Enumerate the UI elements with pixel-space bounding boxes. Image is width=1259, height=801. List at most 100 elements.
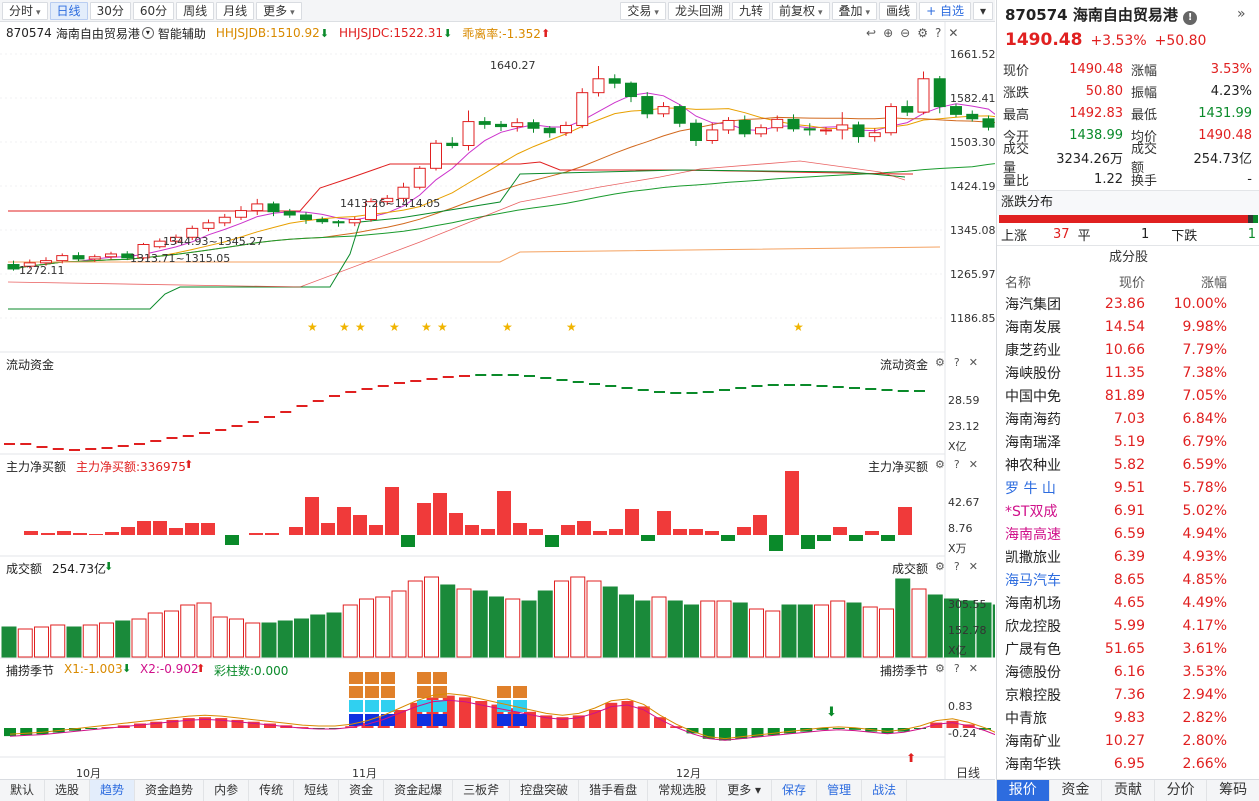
constituent-row[interactable]: 海南瑞泽 5.19 6.79% — [997, 430, 1259, 453]
constituent-row[interactable]: 海南机场 4.65 4.49% — [997, 591, 1259, 614]
star-icon: ★ — [339, 320, 350, 334]
return-icon[interactable]: ↩ — [866, 26, 877, 40]
volume-bar — [976, 602, 992, 658]
cf-col-name[interactable]: 名称 — [1005, 275, 1032, 291]
toolbar-btn-3[interactable]: 60分 — [132, 1, 175, 20]
toolbar-btn-6[interactable]: 更多 ▾ — [256, 1, 302, 20]
strategy-tab-6[interactable]: 短线 — [294, 780, 340, 801]
chevron-down-icon[interactable]: ▾ — [141, 27, 154, 39]
netbuy-bar — [89, 534, 103, 535]
assist-label[interactable]: 智能辅助 — [157, 26, 206, 41]
panel-tab-1[interactable]: 资金 — [1050, 780, 1103, 801]
strategy-tab-5[interactable]: 传统 — [249, 780, 295, 801]
constituent-row[interactable]: 欣龙控股 5.99 4.17% — [997, 614, 1259, 637]
strategy-tab-13[interactable]: 更多 ▾ — [717, 780, 773, 801]
strategy-tab-2[interactable]: 趋势 — [90, 780, 136, 801]
toolbar-right-btn-7[interactable]: ▾ — [972, 1, 993, 20]
strategy-tab-3[interactable]: 资金趋势 — [135, 780, 205, 801]
zoom-in-icon[interactable]: ⊕ — [883, 26, 894, 40]
volume-bar — [277, 620, 293, 658]
constituent-row[interactable]: 广晟有色 51.65 3.61% — [997, 637, 1259, 660]
panel-tab-0[interactable]: 报价 — [997, 780, 1050, 801]
netbuy-bar — [57, 531, 71, 535]
volume-bar — [960, 600, 976, 658]
constituent-row[interactable]: 海南华铁 6.95 2.66% — [997, 752, 1259, 775]
zoom-out-icon[interactable]: ⊖ — [900, 26, 911, 40]
stock-name-label[interactable]: 海南自由贸易港 — [55, 26, 140, 41]
constituent-row[interactable]: 海汽集团 23.86 10.00% — [997, 292, 1259, 315]
strategy-tab-9[interactable]: 三板斧 — [453, 780, 511, 801]
strategy-tab-4[interactable]: 内参 — [204, 780, 250, 801]
constituent-row[interactable]: 海马汽车 8.65 4.85% — [997, 568, 1259, 591]
constituent-row[interactable]: 神农种业 5.82 6.59% — [997, 453, 1259, 476]
constituent-row[interactable]: *ST双成 6.91 5.02% — [997, 499, 1259, 522]
toolbar-right-btn-1[interactable]: 龙头回溯 — [667, 1, 730, 20]
close-icon[interactable]: ✕ — [968, 662, 978, 675]
constituent-row[interactable]: 罗 牛 山 9.51 5.78% — [997, 476, 1259, 499]
kline-chart-area[interactable]: ★ ★ ★ ★ ★ ★ ★ ★ ★ ⬇ ⬆ — [0, 22, 995, 779]
strategy-tab-1[interactable]: 选股 — [45, 780, 91, 801]
volume-bar — [261, 622, 277, 658]
volume-bar — [619, 594, 634, 658]
gear-icon[interactable]: ⚙ — [935, 356, 945, 369]
constituent-row[interactable]: 中国中免 81.89 7.05% — [997, 384, 1259, 407]
netbuy-bar — [24, 531, 38, 535]
strategy-tab-16[interactable]: 战法 — [862, 780, 908, 801]
star-icon: ★ — [421, 320, 432, 334]
constituent-row[interactable]: 海德股份 6.16 3.53% — [997, 660, 1259, 683]
toolbar-btn-0[interactable]: 分时 ▾ — [2, 1, 48, 20]
gear-icon[interactable]: ⚙ — [917, 26, 928, 40]
close-icon[interactable]: ✕ — [968, 560, 978, 573]
strategy-tab-10[interactable]: 控盘突破 — [510, 780, 580, 801]
strategy-tab-11[interactable]: 猎手看盘 — [579, 780, 649, 801]
help-icon[interactable]: ? — [934, 26, 942, 40]
close-icon[interactable]: ✕ — [968, 356, 978, 369]
constituent-row[interactable]: 凯撒旅业 6.39 4.93% — [997, 545, 1259, 568]
strategy-tab-7[interactable]: 资金 — [339, 780, 385, 801]
cf-col-price[interactable]: 现价 — [1118, 275, 1145, 291]
volume-bar — [50, 624, 66, 658]
toolbar-right-btn-0[interactable]: 交易 ▾ — [620, 1, 666, 20]
strategy-tab-12[interactable]: 常规选股 — [648, 780, 718, 801]
constituent-row[interactable]: 海南高速 6.59 4.94% — [997, 522, 1259, 545]
toolbar-btn-4[interactable]: 周线 — [176, 1, 215, 20]
star-icon: ★ — [389, 320, 400, 334]
toolbar-btn-2[interactable]: 30分 — [89, 1, 131, 20]
constituent-row[interactable]: 海峡股份 11.35 7.38% — [997, 361, 1259, 384]
toolbar-right-btn-6[interactable]: + 自选 — [919, 1, 971, 20]
constituent-row[interactable]: 海南发展 14.54 9.98% — [997, 315, 1259, 338]
strategy-tab-8[interactable]: 资金起爆 — [384, 780, 454, 801]
close-icon[interactable]: ✕ — [968, 458, 978, 471]
close-icon[interactable]: ✕ — [948, 26, 959, 40]
strategy-tab-14[interactable]: 保存 — [772, 780, 818, 801]
panel-tab-3[interactable]: 分价 — [1155, 780, 1208, 801]
toolbar-btn-1[interactable]: 日线 — [49, 1, 88, 20]
toolbar-right-btn-2[interactable]: 九转 — [731, 1, 770, 20]
panel-tab-2[interactable]: 贡献 — [1102, 780, 1155, 801]
volume-bar — [99, 622, 114, 658]
cf-col-change[interactable]: 涨幅 — [1200, 275, 1227, 291]
help-icon[interactable]: ? — [953, 662, 960, 675]
help-icon[interactable]: ? — [953, 356, 960, 369]
constituent-row[interactable]: 海南矿业 10.27 2.80% — [997, 729, 1259, 752]
strategy-tab-0[interactable]: 默认 — [0, 780, 46, 801]
toolbar-right-btn-5[interactable]: 画线 — [879, 1, 918, 20]
netbuy-bar — [369, 525, 383, 535]
gear-icon[interactable]: ⚙ — [935, 458, 945, 471]
constituent-row[interactable]: 中青旅 9.83 2.82% — [997, 706, 1259, 729]
constituent-row[interactable]: 京粮控股 7.36 2.94% — [997, 683, 1259, 706]
collapse-icon[interactable]: » — [1237, 6, 1246, 22]
gear-icon[interactable]: ⚙ — [935, 560, 945, 573]
strategy-tab-15[interactable]: 管理 — [817, 780, 863, 801]
help-icon[interactable]: ? — [953, 560, 960, 573]
toolbar-right-btn-3[interactable]: 前复权 ▾ — [771, 1, 830, 20]
macd-bar — [751, 728, 764, 737]
info-icon[interactable]: ! — [1183, 11, 1198, 25]
toolbar-right-btn-4[interactable]: 叠加 ▾ — [831, 1, 878, 20]
constituent-row[interactable]: 海南海药 7.03 6.84% — [997, 407, 1259, 430]
constituent-row[interactable]: 康芝药业 10.66 7.79% — [997, 338, 1259, 361]
gear-icon[interactable]: ⚙ — [935, 662, 945, 675]
help-icon[interactable]: ? — [953, 458, 960, 471]
toolbar-btn-5[interactable]: 月线 — [216, 1, 255, 20]
panel-tab-4[interactable]: 筹码 — [1207, 780, 1259, 801]
